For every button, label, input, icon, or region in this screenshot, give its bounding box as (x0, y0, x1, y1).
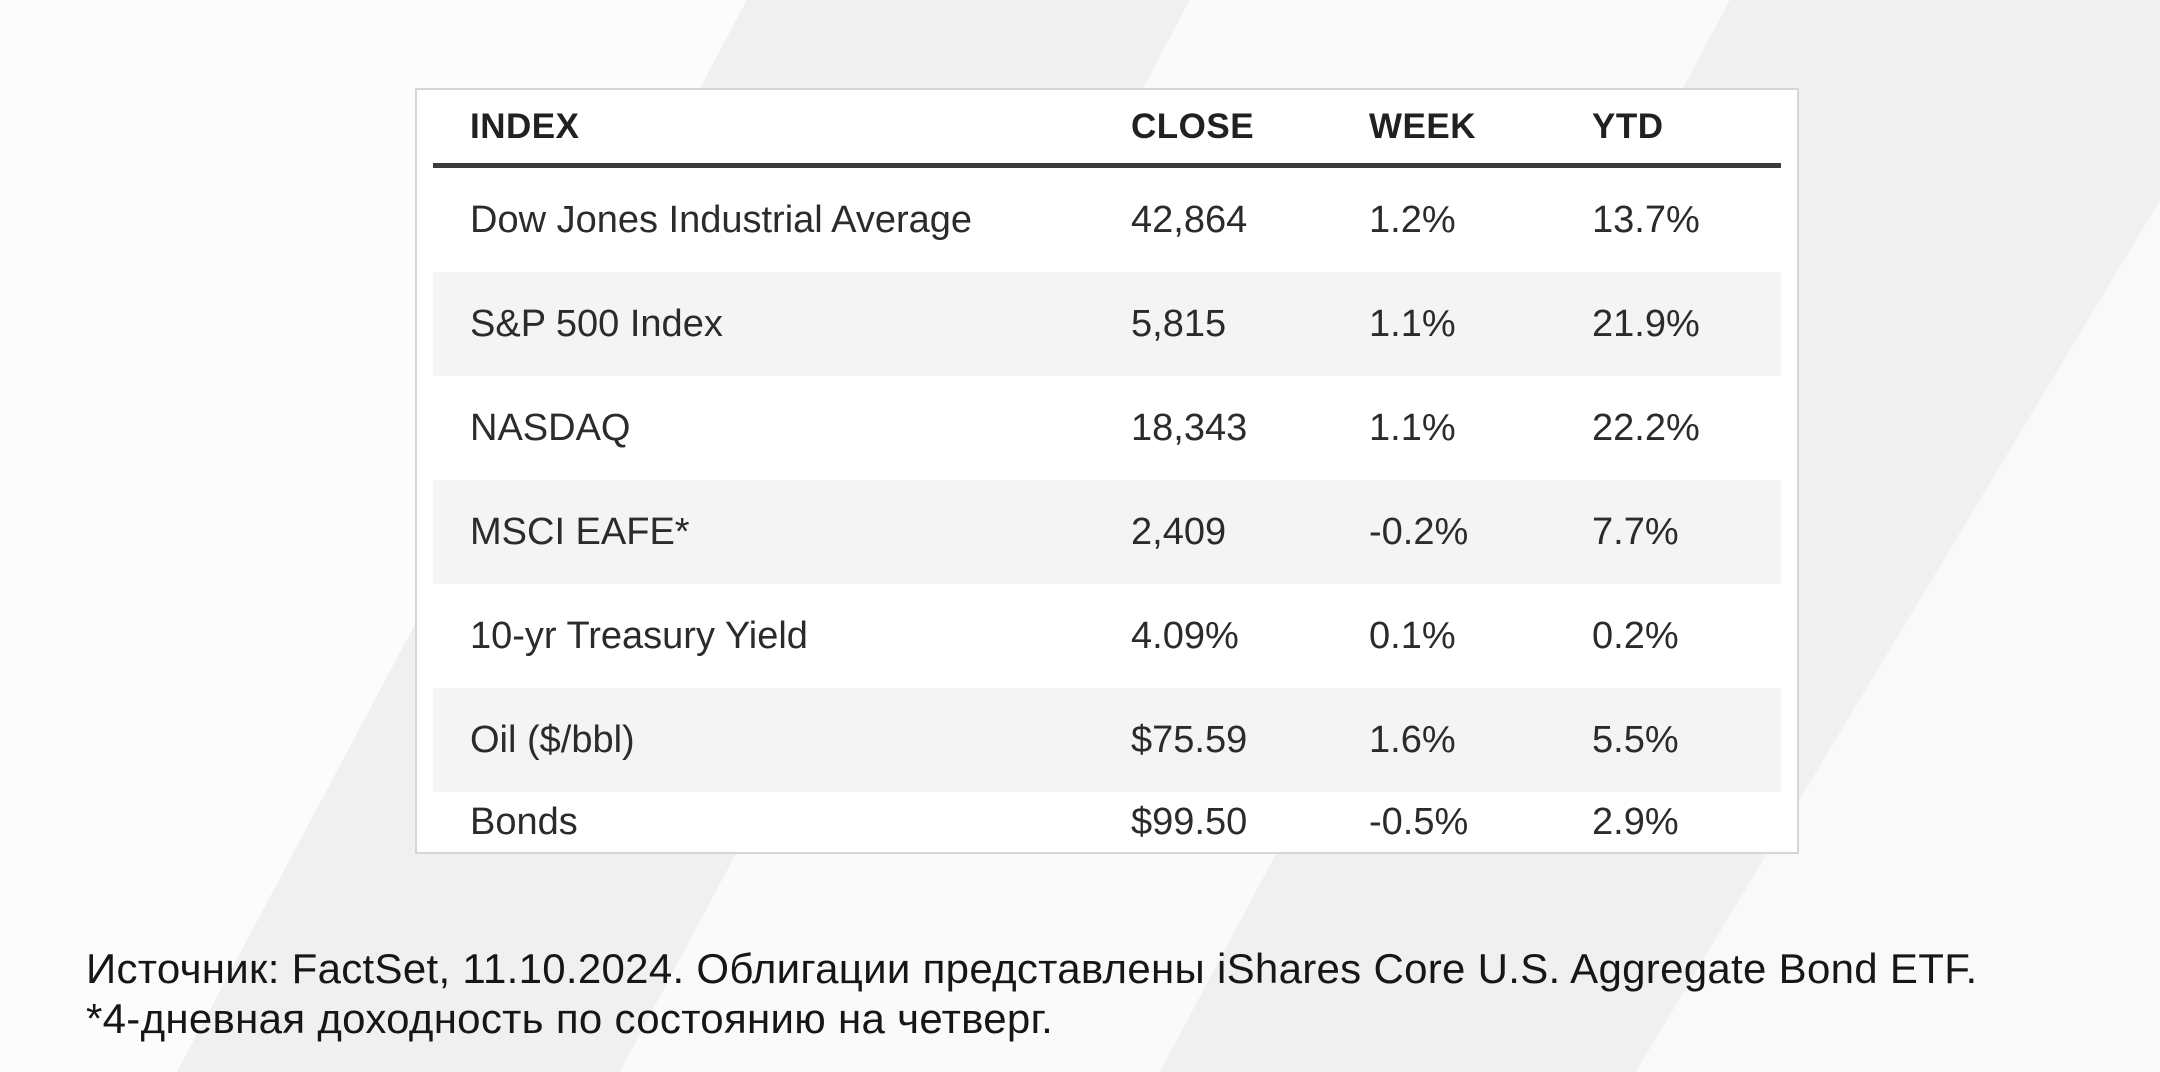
index-name: Bonds (470, 800, 578, 843)
table-header-row: INDEX CLOSE WEEK YTD (433, 90, 1781, 163)
table-row-dow-jones: Dow Jones Industrial Average 42,864 1.2%… (433, 168, 1781, 272)
col-header-index: INDEX (470, 106, 580, 146)
ytd-value: 13.7% (1592, 198, 1700, 241)
week-value: 0.1% (1369, 614, 1456, 657)
week-value: 1.2% (1369, 198, 1456, 241)
ytd-value: 22.2% (1592, 406, 1700, 449)
index-name: Dow Jones Industrial Average (470, 198, 973, 241)
source-footnote: Источник: FactSet, 11.10.2024. Облигации… (86, 944, 1977, 1044)
index-name: Oil ($/bbl) (470, 718, 635, 761)
table-row-bonds: Bonds $99.50 -0.5% 2.9% (433, 792, 1781, 852)
index-name: MSCI EAFE* (470, 510, 690, 553)
week-value: -0.2% (1369, 510, 1469, 553)
index-name: S&P 500 Index (470, 302, 723, 345)
close-value: 18,343 (1131, 406, 1248, 449)
week-value: 1.1% (1369, 302, 1456, 345)
week-value: 1.6% (1369, 718, 1456, 761)
footnote-line-asterisk: *4-дневная доходность по состоянию на че… (86, 995, 1054, 1042)
table-row-msci-eafe: MSCI EAFE* 2,409 -0.2% 7.7% (433, 480, 1781, 584)
ytd-value: 7.7% (1592, 510, 1679, 553)
table-row-oil: Oil ($/bbl) $75.59 1.6% 5.5% (433, 688, 1781, 792)
close-value: $99.50 (1131, 800, 1248, 843)
ytd-value: 0.2% (1592, 614, 1679, 657)
table-row-nasdaq: NASDAQ 18,343 1.1% 22.2% (433, 376, 1781, 480)
col-header-close: CLOSE (1131, 106, 1255, 146)
week-value: -0.5% (1369, 800, 1469, 843)
close-value: 4.09% (1131, 614, 1239, 657)
ytd-value: 21.9% (1592, 302, 1700, 345)
market-index-table-card: INDEX CLOSE WEEK YTD Dow Jones Industria… (415, 88, 1799, 854)
ytd-value: 5.5% (1592, 718, 1679, 761)
close-value: 42,864 (1131, 198, 1248, 241)
index-name: 10-yr Treasury Yield (470, 614, 808, 657)
table-row-treasury-yield: 10-yr Treasury Yield 4.09% 0.1% 0.2% (433, 584, 1781, 688)
col-header-ytd: YTD (1592, 106, 1664, 146)
close-value: 2,409 (1131, 510, 1227, 553)
footnote-line-source: Источник: FactSet, 11.10.2024. Облигации… (86, 945, 1978, 992)
index-name: NASDAQ (470, 406, 631, 449)
ytd-value: 2.9% (1592, 800, 1679, 843)
market-index-table: INDEX CLOSE WEEK YTD Dow Jones Industria… (433, 90, 1781, 852)
close-value: $75.59 (1131, 718, 1248, 761)
week-value: 1.1% (1369, 406, 1456, 449)
table-row-sp500: S&P 500 Index 5,815 1.1% 21.9% (433, 272, 1781, 376)
close-value: 5,815 (1131, 302, 1227, 345)
col-header-week: WEEK (1369, 106, 1476, 146)
header-divider (433, 163, 1781, 168)
